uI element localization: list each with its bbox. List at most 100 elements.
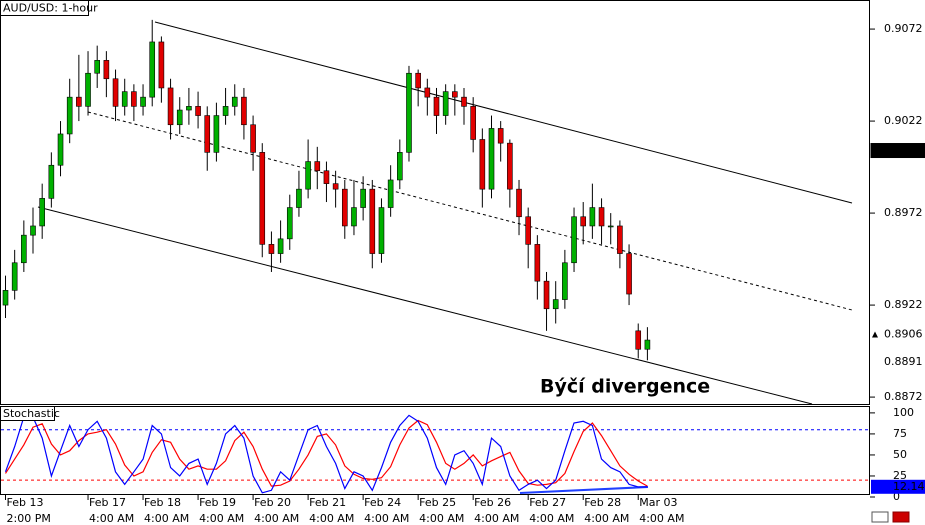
price-label: 0.8906 [884,328,923,341]
stoch-value-label: 12.14 [893,480,925,493]
candle-body [323,170,330,184]
channel-bottom [37,206,813,405]
candle-body [2,290,9,306]
candle-body [424,87,431,98]
shift-icon[interactable] [892,511,910,523]
x-tick-time: 4:00 AM [309,512,354,525]
price-label: 0.9006 [884,144,923,157]
candle-body [186,106,192,111]
candle-body [66,96,73,135]
candle-body [562,262,568,300]
candle-body [360,188,366,208]
candle-body [351,207,357,227]
y-tick-label: 0.8872 [884,390,923,403]
candle-body [213,115,220,153]
x-tick-label: Feb 25 [419,496,456,509]
stoch-tick-label: 100 [893,406,914,419]
x-tick-label: Feb 26 [474,496,511,509]
x-tick-label: Feb 20 [254,496,291,509]
candle-body [607,225,614,228]
candle-body [195,106,201,116]
candle-body [525,216,531,245]
candle-body [626,253,632,295]
candles [2,19,651,361]
candle-body [11,262,18,291]
x-tick-time: 4:00 AM [419,512,464,525]
annotation: Býčí divergence [540,376,710,398]
candle-body [516,188,522,218]
candle-body [76,96,82,107]
x-tick-label: Feb 21 [309,496,346,509]
x-tick-time: 4:00 AM [89,512,134,525]
candle-body [497,128,504,144]
x-tick-label: Feb 27 [529,496,566,509]
candle-body [543,280,550,310]
x-tick-label: Mar 03 [639,496,677,509]
candle-body [57,133,64,166]
candle-body [635,330,642,350]
candle-body [222,106,229,116]
stochastic [1,414,869,494]
y-tick-label: 0.8972 [884,206,923,219]
candle-body [204,115,211,153]
candle-body [369,188,376,254]
stochastic-title: Stochastic [3,407,60,420]
y-tick-label: 0.8922 [884,298,923,311]
channel-top [154,21,853,204]
candle-body [259,152,266,245]
candle-body [433,96,440,116]
x-tick-time: 4:00 AM [639,512,684,525]
candle-body [387,179,394,208]
candle-body [552,299,559,310]
candle-body [507,142,513,190]
candle-body [176,109,183,126]
candle-body [241,96,247,126]
candle-body [470,106,476,140]
candle-body [296,188,302,208]
x-tick-time: 4:00 AM [529,512,574,525]
candle-body [149,41,156,98]
candle-body [598,207,605,227]
candle-body [94,60,100,74]
stoch-tick-label: 50 [893,448,907,461]
x-tick-time: 4:00 AM [199,512,244,525]
x-tick-label: Feb 24 [364,496,401,509]
scroll-icon[interactable] [871,511,889,523]
candle-body [121,91,128,107]
candle-body [103,60,110,80]
candle-body [644,339,651,350]
x-tick-time: 4:00 AM [254,512,299,525]
x-tick-time: 4:00 AM [584,512,629,525]
candle-body [21,234,27,264]
stoch-d [4,419,648,487]
price-label-box [870,143,925,159]
stoch-tick-label: 25 [893,469,907,482]
candle-body [268,244,275,254]
candle-body [305,161,311,190]
candle-body [580,216,587,227]
candle-body [617,225,623,254]
candle-body [48,164,55,199]
candle-body [442,91,449,116]
stochastic-title-box [0,406,55,421]
candle-body [131,91,137,107]
x-tick-time: 4:00 AM [144,512,189,525]
x-tick-label: Feb 28 [584,496,621,509]
candle-body [277,238,284,254]
x-tick-label: Feb 18 [144,496,181,509]
candle-body [341,188,348,227]
divergence-line [519,486,649,494]
title-box [0,0,89,16]
x-tick-time: 2:00 PM [7,512,51,525]
stochastic-panel [0,406,870,495]
candle-body [39,198,45,227]
candle-body [406,72,412,153]
candle-body [167,87,174,126]
main-panel [0,0,870,405]
candle-body [332,183,339,190]
candle-body [314,161,321,172]
candle-body [397,152,403,181]
price-arrow [872,331,878,338]
